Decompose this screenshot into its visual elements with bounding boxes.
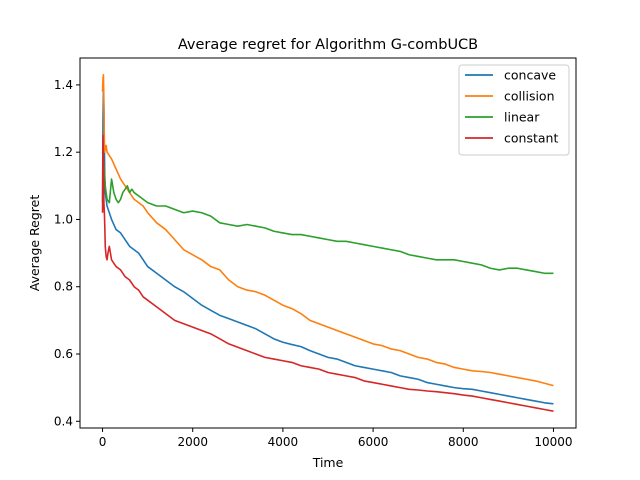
x-tick-label: 8000 <box>448 435 479 449</box>
x-tick-label: 2000 <box>177 435 208 449</box>
y-tick-label: 1.2 <box>54 145 73 159</box>
x-tick-label: 4000 <box>268 435 299 449</box>
series-line-concave <box>101 90 554 405</box>
legend-label-collision: collision <box>504 89 555 104</box>
legend-label-concave: concave <box>504 68 556 83</box>
x-tick-label: 0 <box>99 435 107 449</box>
y-axis-label: Average Regret <box>27 195 42 292</box>
y-tick-label: 0.4 <box>54 414 73 428</box>
y-tick-label: 0.8 <box>54 280 73 294</box>
plot-area: 0 2000 4000 6000 8000 10000 0.4 0.6 0.8 1.0 1.2 1.4 <box>54 57 577 449</box>
x-axis-label: Time <box>312 455 344 470</box>
y-tick-label: 1.0 <box>54 212 73 226</box>
y-tick-label: 0.6 <box>54 347 73 361</box>
legend-box <box>458 64 570 156</box>
chart-title: Average regret for Algorithm G-combUCB <box>178 37 478 53</box>
x-tick-label: 6000 <box>358 435 389 449</box>
y-tick-label: 1.4 <box>54 78 73 92</box>
x-tick-label: 10000 <box>534 435 572 449</box>
legend-label-constant: constant <box>504 131 558 146</box>
series-line-linear <box>101 152 554 275</box>
legend: concave collision linear constant <box>458 64 570 156</box>
plot-frame <box>79 57 577 429</box>
series-line-collision <box>101 74 554 387</box>
series-line-constant <box>101 134 554 412</box>
legend-label-linear: linear <box>504 110 540 125</box>
